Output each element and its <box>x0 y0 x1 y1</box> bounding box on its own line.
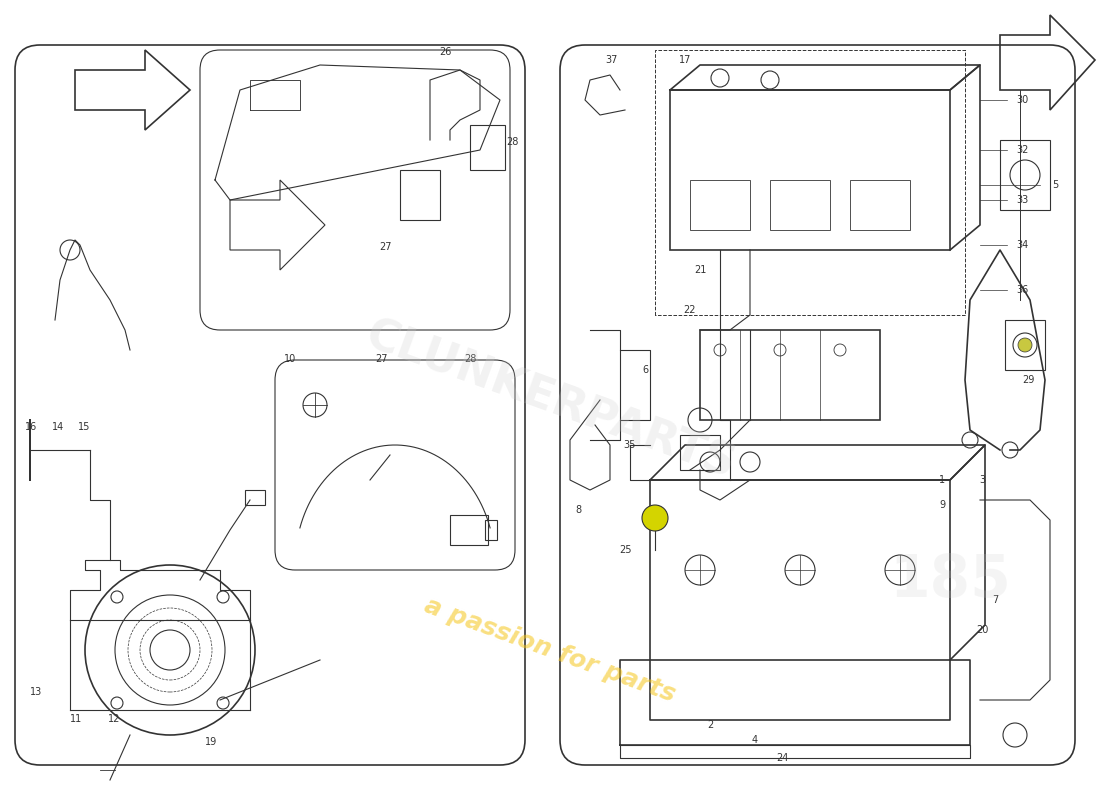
Circle shape <box>111 697 123 709</box>
Bar <box>1000 140 1050 210</box>
Text: 5: 5 <box>1052 180 1058 190</box>
Text: 8: 8 <box>575 505 581 515</box>
Text: 30: 30 <box>1016 95 1028 105</box>
Circle shape <box>217 697 229 709</box>
Bar <box>680 435 720 470</box>
FancyBboxPatch shape <box>275 360 515 570</box>
Bar <box>400 170 440 220</box>
Text: 21: 21 <box>694 265 706 275</box>
Text: CLUNKERPARTS: CLUNKERPARTS <box>360 313 740 487</box>
Bar <box>700 330 880 420</box>
Text: 25: 25 <box>618 545 631 555</box>
FancyBboxPatch shape <box>560 45 1075 765</box>
Text: 27: 27 <box>378 242 392 252</box>
Text: 185: 185 <box>889 551 1011 609</box>
Text: 29: 29 <box>1022 375 1034 385</box>
Bar <box>670 90 950 250</box>
Text: 22: 22 <box>684 305 696 315</box>
Bar <box>1005 320 1045 370</box>
FancyBboxPatch shape <box>200 50 510 330</box>
Bar <box>690 180 750 230</box>
Bar <box>450 515 488 545</box>
Text: 33: 33 <box>1016 195 1028 205</box>
Text: 15: 15 <box>78 422 90 432</box>
Text: 14: 14 <box>52 422 64 432</box>
Circle shape <box>1018 338 1032 352</box>
Bar <box>245 490 265 505</box>
Text: 28: 28 <box>506 137 518 147</box>
Text: 9: 9 <box>939 500 945 510</box>
Text: 13: 13 <box>30 687 42 697</box>
Text: 20: 20 <box>976 625 988 635</box>
Circle shape <box>111 591 123 603</box>
Bar <box>850 180 910 230</box>
Text: 10: 10 <box>284 354 296 364</box>
Bar <box>485 520 497 540</box>
Text: 12: 12 <box>108 714 120 724</box>
Circle shape <box>217 591 229 603</box>
FancyBboxPatch shape <box>15 45 525 765</box>
Text: 3: 3 <box>979 475 986 485</box>
Text: 4: 4 <box>752 735 758 745</box>
Text: 6: 6 <box>642 365 648 375</box>
Text: 37: 37 <box>606 55 618 65</box>
Bar <box>770 180 830 230</box>
Text: 16: 16 <box>25 422 37 432</box>
Text: 24: 24 <box>776 753 789 763</box>
Bar <box>650 480 950 660</box>
Text: 19: 19 <box>205 737 217 747</box>
Text: 27: 27 <box>376 354 388 364</box>
Circle shape <box>1003 723 1027 747</box>
Bar <box>470 125 505 170</box>
Text: a passion for parts: a passion for parts <box>421 594 679 706</box>
Circle shape <box>642 505 668 531</box>
Text: 11: 11 <box>70 714 82 724</box>
Text: 17: 17 <box>679 55 691 65</box>
Text: 26: 26 <box>439 47 451 57</box>
Text: 32: 32 <box>1015 145 1028 155</box>
Text: 35: 35 <box>624 440 636 450</box>
Text: 7: 7 <box>992 595 998 605</box>
Text: 34: 34 <box>1016 240 1028 250</box>
Text: 1: 1 <box>939 475 945 485</box>
Text: 36: 36 <box>1016 285 1028 295</box>
Text: 28: 28 <box>464 354 476 364</box>
Text: 2: 2 <box>707 720 713 730</box>
